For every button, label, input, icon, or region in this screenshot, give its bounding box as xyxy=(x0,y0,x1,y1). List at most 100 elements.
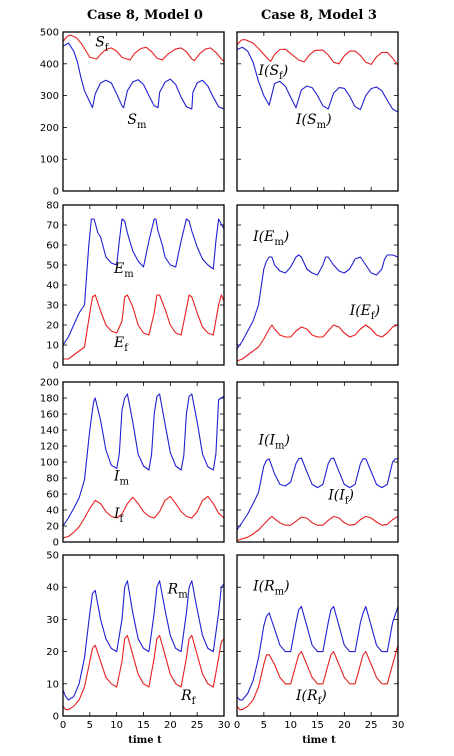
series-annotation: If xyxy=(113,506,125,525)
chart-panel-7: 0 10 20 30 40 50 0 5 10 15 20 25 30 Rm Rf xyxy=(46,551,230,732)
series-line-i-s-f- xyxy=(237,39,398,66)
y-tick-label: 100 xyxy=(40,458,59,469)
series-annotation: Im xyxy=(113,468,130,487)
series-annotation: Sm xyxy=(127,112,147,131)
plot-frame xyxy=(236,204,399,366)
x-tick-label: 0 xyxy=(60,720,66,731)
y-tick-label: 200 xyxy=(40,123,59,134)
y-tick-label: 50 xyxy=(46,261,59,272)
plot-frame xyxy=(62,381,225,543)
series-annotation: Rf xyxy=(180,688,197,707)
plot-frame xyxy=(62,204,225,366)
chart-panel-8: 0 5 10 15 20 25 30 I(Rm) I(Rf) xyxy=(234,554,405,731)
series-annotation: Rm xyxy=(167,582,189,601)
series-annotation: Ef xyxy=(113,335,129,354)
y-tick-label: 0 xyxy=(53,361,59,372)
series-line-i-r-m- xyxy=(237,605,398,701)
series-line-i-m xyxy=(63,393,224,527)
y-tick-label: 20 xyxy=(46,647,59,658)
series-line-i-s-m- xyxy=(237,46,398,113)
x-tick-label: 25 xyxy=(191,720,204,731)
column-title-left: Case 8, Model 0 xyxy=(87,8,203,23)
series-line-i-r-f- xyxy=(237,645,398,711)
y-tick-label: 40 xyxy=(46,506,59,517)
series-annotation: I(Ef) xyxy=(349,303,380,322)
chart-panel-1: 0 100 200 300 400 500 Sf Sm xyxy=(40,28,225,198)
x-tick-label: 30 xyxy=(392,720,405,731)
y-tick-label: 300 xyxy=(40,91,59,102)
y-tick-label: 400 xyxy=(40,59,59,70)
y-tick-label: 0 xyxy=(53,538,59,549)
series-line-r-m xyxy=(63,580,224,701)
plot-frame xyxy=(62,31,225,192)
series-line-e-f xyxy=(63,294,224,360)
column-title-right: Case 8, Model 3 xyxy=(261,8,377,23)
y-tick-label: 70 xyxy=(46,221,59,232)
y-tick-label: 30 xyxy=(46,615,59,626)
series-line-e-m xyxy=(63,218,224,346)
x-tick-label: 5 xyxy=(87,720,93,731)
plot-frame xyxy=(236,554,399,717)
x-tick-label: 15 xyxy=(311,720,324,731)
y-tick-label: 0 xyxy=(53,187,59,198)
chart-panel-6: I(Im) I(If) xyxy=(236,381,399,543)
series-annotation: I(Rf) xyxy=(295,688,327,707)
y-tick-label: 160 xyxy=(40,410,59,421)
x-tick-label: 15 xyxy=(137,720,150,731)
y-tick-label: 120 xyxy=(40,442,59,453)
x-tick-label: 10 xyxy=(110,720,123,731)
series-line-i-e-f- xyxy=(237,324,398,362)
y-tick-label: 20 xyxy=(46,321,59,332)
x-tick-label: 25 xyxy=(365,720,378,731)
series-line-r-f xyxy=(63,634,224,711)
y-tick-label: 50 xyxy=(46,551,59,562)
x-axis-label-right: time t xyxy=(302,735,336,746)
x-tick-label: 0 xyxy=(234,720,240,731)
y-tick-label: 180 xyxy=(40,394,59,405)
y-tick-label: 10 xyxy=(46,341,59,352)
y-tick-label: 140 xyxy=(40,426,59,437)
x-tick-label: 20 xyxy=(338,720,351,731)
y-tick-label: 200 xyxy=(40,378,59,389)
chart-panel-2: I(Sf) I(Sm) xyxy=(236,31,399,192)
series-line-i-i-m- xyxy=(237,457,398,531)
y-tick-label: 60 xyxy=(46,490,59,501)
chart-panel-4: I(Em) I(Ef) xyxy=(236,204,399,366)
y-tick-label: 20 xyxy=(46,522,59,533)
y-tick-label: 40 xyxy=(46,583,59,594)
plot-frame xyxy=(236,381,399,543)
series-annotation: I(Sf) xyxy=(257,63,288,82)
series-annotation: Em xyxy=(113,261,134,280)
panels: 0100200300400500SfSmI(Sf)I(Sm)0102030405… xyxy=(40,28,404,732)
y-tick-label: 80 xyxy=(46,201,59,212)
x-tick-label: 10 xyxy=(284,720,297,731)
series-line-i-f xyxy=(63,495,224,539)
plot-frame xyxy=(236,31,399,192)
y-tick-label: 100 xyxy=(40,155,59,166)
series-annotation: Sf xyxy=(95,34,110,53)
series-line-i-e-m- xyxy=(237,254,398,350)
series-annotation: I(Em) xyxy=(252,229,289,248)
y-tick-label: 30 xyxy=(46,301,59,312)
series-annotation: I(Sm) xyxy=(295,112,332,131)
chart-panel-3: 0 10 20 30 40 50 60 70 80 Em Ef xyxy=(46,201,225,372)
y-tick-label: 10 xyxy=(46,679,59,690)
y-tick-label: 60 xyxy=(46,241,59,252)
x-tick-label: 30 xyxy=(218,720,231,731)
series-line-s-f xyxy=(63,34,224,62)
x-axis-label-left: time t xyxy=(128,735,162,746)
plot-frame xyxy=(62,554,225,717)
chart-panel-5: 0 20 40 60 80 100 120 140 160 180 200 Im If xyxy=(40,378,225,549)
y-tick-label: 80 xyxy=(46,474,59,485)
series-annotation: I(If) xyxy=(327,488,354,507)
series-annotation: I(Rm) xyxy=(252,578,290,597)
series-annotation: I(Im) xyxy=(257,432,289,451)
x-tick-label: 20 xyxy=(164,720,177,731)
x-tick-label: 5 xyxy=(261,720,267,731)
series-line-s-m xyxy=(63,42,224,110)
y-tick-label: 40 xyxy=(46,281,59,292)
y-tick-label: 500 xyxy=(40,28,59,39)
series-line-i-i-f- xyxy=(237,515,398,541)
y-tick-label: 0 xyxy=(53,712,59,723)
